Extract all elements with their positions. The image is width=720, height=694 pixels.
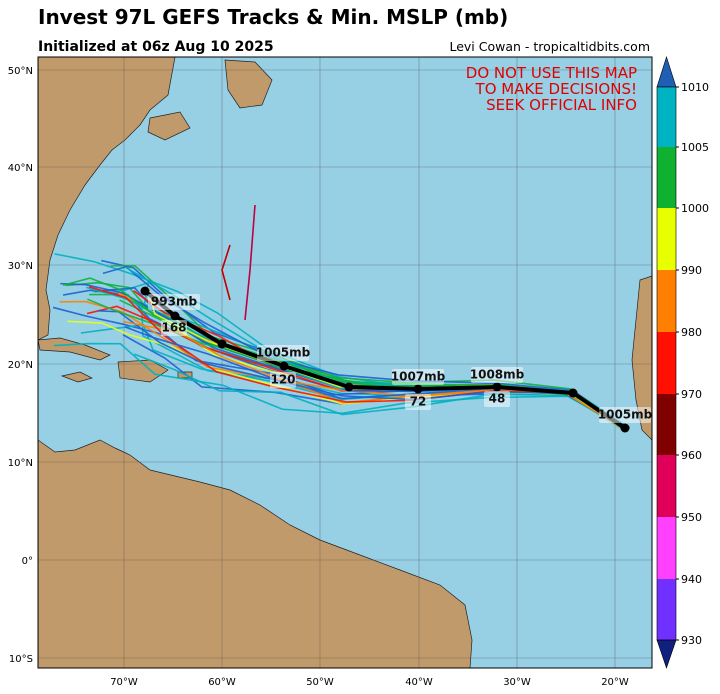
colorbar-label: 990	[681, 264, 702, 277]
lat-label: 20°N	[8, 360, 33, 371]
ensemble-track	[102, 265, 627, 429]
colorbar-label: 1010	[681, 81, 709, 94]
label-box	[599, 407, 651, 423]
colorbar-segment	[657, 87, 676, 147]
lon-label: 30°W	[503, 677, 531, 688]
lat-label: 10°N	[8, 458, 33, 469]
warning-line: SEEK OFFICIAL INFO	[486, 96, 637, 114]
track-labels: 993mb 168 1005mb 120 1007mb 72 1008mb 48 1005mb	[148, 294, 653, 423]
lat-label: 0°	[22, 556, 33, 567]
label-box	[257, 345, 309, 361]
colorbar-top	[656, 56, 677, 88]
lon-label: 50°W	[306, 677, 334, 688]
colorbar-label: 950	[681, 511, 702, 524]
lat-label: 50°N	[8, 66, 33, 77]
ensemble-track	[244, 204, 256, 321]
track-label: 1005mb	[598, 408, 653, 422]
colorbar-segment	[657, 208, 676, 270]
land	[38, 57, 652, 668]
track-label: 120	[270, 373, 295, 387]
lat-label: 40°N	[8, 163, 33, 174]
colorbar-label: 1005	[681, 141, 709, 154]
label-box	[405, 394, 431, 410]
colorbar-segment	[657, 455, 676, 517]
lon-label: 70°W	[110, 677, 138, 688]
ensemble-track	[133, 353, 628, 429]
track-label: 168	[161, 321, 186, 335]
colorbar-segment	[657, 394, 676, 455]
map-frame	[37, 56, 653, 669]
track-label: 1005mb	[256, 346, 311, 360]
ensemble-track	[124, 326, 622, 429]
label-box	[484, 391, 510, 407]
colorbar-segment	[657, 517, 676, 579]
track-label: 993mb	[151, 295, 198, 309]
label-box	[270, 372, 296, 388]
lon-label: 40°W	[405, 677, 433, 688]
colorbar: 1010 1005 1000 990 980 970 960 950 940 930	[656, 56, 709, 669]
track-label: 1007mb	[391, 370, 446, 384]
label-box	[392, 369, 444, 385]
colorbar-bottom	[656, 639, 677, 669]
lon-label: 20°W	[601, 677, 629, 688]
warning: DO NOT USE THIS MAP TO MAKE DECISIONS! S…	[466, 64, 637, 114]
ensemble-track	[53, 342, 624, 429]
track-label: 72	[410, 395, 427, 409]
ensemble-track	[221, 244, 231, 301]
colorbar-label: 980	[681, 326, 702, 339]
colorbar-frame	[656, 86, 677, 641]
colorbar-label: 930	[681, 634, 702, 647]
colorbar-label: 1000	[681, 202, 709, 215]
colorbar-segment	[657, 579, 676, 640]
warning-line: DO NOT USE THIS MAP	[466, 64, 637, 82]
colorbar-segment	[657, 332, 676, 394]
subtitle: Initialized at 06z Aug 10 2025	[38, 39, 274, 55]
track-label: 48	[489, 392, 506, 406]
colorbar-label: 970	[681, 388, 702, 401]
mean-track-points	[140, 286, 630, 433]
label-box	[161, 320, 187, 336]
lat-label: 30°N	[8, 261, 33, 272]
title: Invest 97L GEFS Tracks & Min. MSLP (mb)	[38, 5, 508, 29]
lon-label: 60°W	[208, 677, 236, 688]
lat-label: 10°S	[9, 654, 33, 665]
track-label: 1008mb	[470, 368, 525, 382]
graticule	[38, 57, 652, 668]
colorbar-segment	[657, 147, 676, 208]
colorbar-label: 960	[681, 449, 702, 462]
credit: Levi Cowan - tropicaltidbits.com	[449, 39, 650, 54]
colorbar-label: 940	[681, 573, 702, 586]
warning-line: TO MAKE DECISIONS!	[475, 80, 637, 98]
label-box	[471, 367, 523, 383]
colorbar-segment	[657, 270, 676, 332]
label-box	[148, 294, 200, 310]
